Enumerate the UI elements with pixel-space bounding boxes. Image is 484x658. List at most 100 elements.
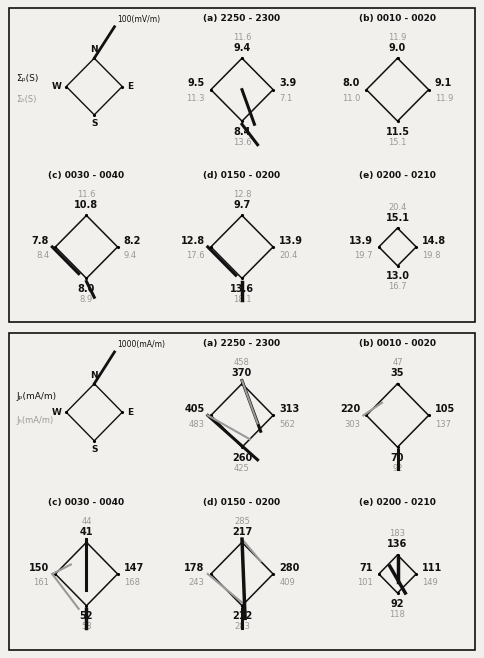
Text: 8.0: 8.0 [78, 284, 95, 294]
Text: 283: 283 [234, 622, 250, 632]
Text: W: W [52, 82, 61, 91]
Text: 20.4: 20.4 [279, 251, 298, 260]
Text: 3.9: 3.9 [279, 78, 297, 88]
Text: 137: 137 [435, 420, 451, 428]
Text: 105: 105 [435, 404, 455, 414]
Text: 52: 52 [80, 611, 93, 621]
Text: 425: 425 [234, 464, 250, 473]
Text: Jₚ(mA/m): Jₚ(mA/m) [16, 392, 57, 401]
Text: 409: 409 [279, 578, 295, 587]
Text: 168: 168 [124, 578, 140, 587]
Text: 92: 92 [392, 464, 403, 473]
Text: 111: 111 [423, 563, 443, 572]
Text: 8.4: 8.4 [233, 126, 251, 137]
Text: 562: 562 [279, 420, 295, 428]
Text: 285: 285 [234, 517, 250, 526]
Text: 70: 70 [391, 453, 404, 463]
Text: (d) 0150 - 0200: (d) 0150 - 0200 [203, 498, 281, 507]
Text: (c) 0030 - 0040: (c) 0030 - 0040 [48, 498, 124, 507]
Text: 12.8: 12.8 [233, 190, 251, 199]
Text: 7.8: 7.8 [32, 236, 49, 245]
Text: (e) 0200 - 0210: (e) 0200 - 0210 [359, 172, 436, 180]
Text: 17.6: 17.6 [186, 251, 205, 260]
Text: 19.8: 19.8 [423, 251, 441, 260]
Text: 100(mV/m): 100(mV/m) [118, 14, 161, 24]
Text: 178: 178 [184, 563, 205, 572]
Text: 58: 58 [81, 622, 92, 632]
Text: 303: 303 [344, 420, 360, 428]
Text: 20.4: 20.4 [388, 203, 407, 212]
Text: 118: 118 [390, 610, 406, 619]
Text: 13.9: 13.9 [348, 236, 373, 245]
Text: 11.0: 11.0 [342, 94, 360, 103]
Text: 149: 149 [423, 578, 438, 587]
Text: 14.8: 14.8 [423, 236, 447, 245]
Text: 280: 280 [279, 563, 300, 572]
Text: 9.7: 9.7 [233, 200, 251, 210]
Text: 11.6: 11.6 [233, 33, 251, 41]
Text: W: W [52, 408, 61, 417]
Text: (c) 0030 - 0040: (c) 0030 - 0040 [48, 172, 124, 180]
Text: (a) 2250 - 2300: (a) 2250 - 2300 [203, 340, 281, 348]
Text: 150: 150 [29, 563, 49, 572]
Text: 10.8: 10.8 [75, 200, 99, 210]
Text: 101: 101 [357, 578, 373, 587]
Text: 7.1: 7.1 [279, 94, 292, 103]
Text: 15.1: 15.1 [388, 138, 407, 147]
Text: 147: 147 [124, 563, 144, 572]
Text: 220: 220 [340, 404, 360, 414]
Text: S: S [91, 445, 97, 454]
Text: 243: 243 [189, 578, 205, 587]
Text: 9.5: 9.5 [187, 78, 205, 88]
Text: 15.1: 15.1 [386, 213, 409, 222]
Text: Jₕ(mA/m): Jₕ(mA/m) [16, 416, 54, 424]
Text: 18.1: 18.1 [233, 295, 251, 304]
Text: 19.7: 19.7 [354, 251, 373, 260]
Text: Σₚ(S): Σₚ(S) [16, 74, 39, 83]
Text: 183: 183 [390, 529, 406, 538]
Text: 92: 92 [391, 599, 404, 609]
Text: (b) 0010 - 0020: (b) 0010 - 0020 [359, 14, 436, 23]
Text: (a) 2250 - 2300: (a) 2250 - 2300 [203, 14, 281, 23]
Text: 9.4: 9.4 [233, 43, 251, 53]
Text: 47: 47 [392, 358, 403, 367]
Text: 260: 260 [232, 453, 252, 463]
Text: 8.2: 8.2 [124, 236, 141, 245]
Text: 483: 483 [189, 420, 205, 428]
Text: 458: 458 [234, 358, 250, 367]
Text: 1000(mA/m): 1000(mA/m) [118, 340, 166, 349]
Text: E: E [127, 82, 133, 91]
Text: N: N [91, 370, 98, 380]
Text: 9.0: 9.0 [389, 43, 406, 53]
Text: E: E [127, 408, 133, 417]
Text: 44: 44 [81, 517, 92, 526]
Text: (d) 0150 - 0200: (d) 0150 - 0200 [203, 172, 281, 180]
Text: 11.6: 11.6 [77, 190, 96, 199]
Text: 11.9: 11.9 [388, 33, 407, 41]
Text: N: N [91, 45, 98, 55]
Text: S: S [91, 118, 97, 128]
Text: 405: 405 [184, 404, 205, 414]
Text: 11.9: 11.9 [435, 94, 453, 103]
Text: 11.3: 11.3 [186, 94, 205, 103]
Text: (e) 0200 - 0210: (e) 0200 - 0210 [359, 498, 436, 507]
Text: 13.9: 13.9 [279, 236, 303, 245]
Text: 8.0: 8.0 [343, 78, 360, 88]
Text: 71: 71 [359, 563, 373, 572]
Text: 41: 41 [80, 526, 93, 537]
Text: 16.7: 16.7 [388, 282, 407, 291]
Text: Σₕ(S): Σₕ(S) [16, 95, 37, 103]
Text: 9.1: 9.1 [435, 78, 452, 88]
Text: 370: 370 [232, 368, 252, 378]
Text: 9.4: 9.4 [124, 251, 137, 260]
Text: (b) 0010 - 0020: (b) 0010 - 0020 [359, 340, 436, 348]
Text: 35: 35 [391, 368, 404, 378]
Text: 161: 161 [33, 578, 49, 587]
Text: 12.8: 12.8 [181, 236, 205, 245]
Text: 13.6: 13.6 [230, 284, 254, 294]
Text: 8.4: 8.4 [36, 251, 49, 260]
Text: 217: 217 [232, 526, 252, 537]
Text: 8.9: 8.9 [80, 295, 93, 304]
Text: 11.5: 11.5 [386, 126, 409, 137]
Text: 313: 313 [279, 404, 300, 414]
